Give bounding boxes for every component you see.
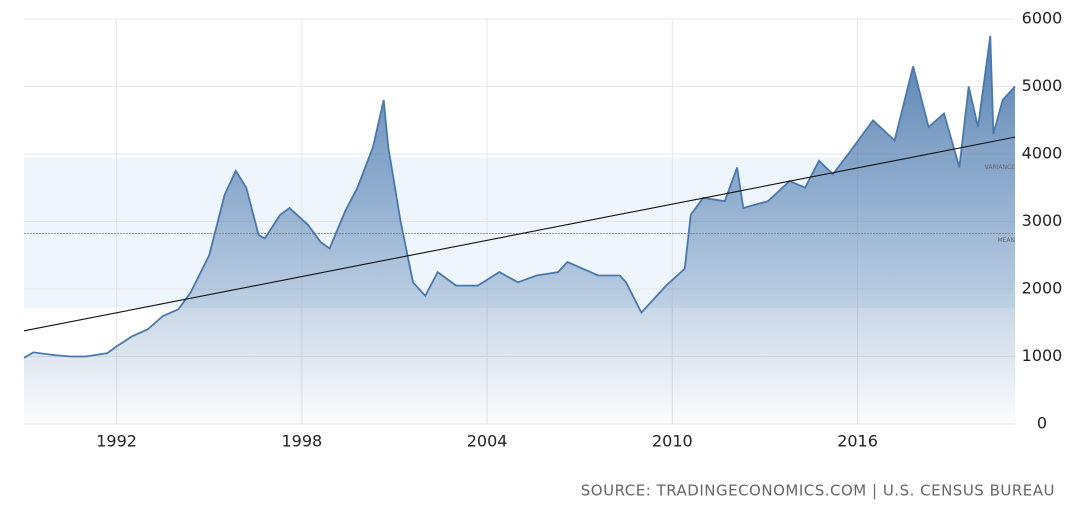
y-tick-label: 3000 [1022, 211, 1063, 230]
source: SOURCE: TRADINGECONOMICS.COM | U.S. CENS… [581, 482, 1055, 500]
x-tick-label: 1992 [96, 432, 137, 451]
x-tick-label: 2010 [652, 432, 693, 451]
x-tick-label: 2016 [837, 432, 878, 451]
y-tick-label: 1000 [1022, 346, 1063, 365]
x-tick-label: 1998 [281, 432, 322, 451]
variance-label: VARIANCE [985, 164, 1016, 171]
y-tick-label: 2000 [1022, 279, 1063, 298]
y-tick-label: 5000 [1022, 76, 1063, 95]
mean-label: MEAN [997, 237, 1015, 244]
area-fill [24, 35, 1015, 425]
x-tick-label: 2004 [467, 432, 508, 451]
y-tick-label: 0 [1037, 414, 1047, 433]
line [23, 35, 1016, 359]
y-tick-label: 4000 [1022, 144, 1063, 163]
y-tick-label: 6000 [1022, 9, 1063, 28]
trend-line [23, 136, 1016, 332]
